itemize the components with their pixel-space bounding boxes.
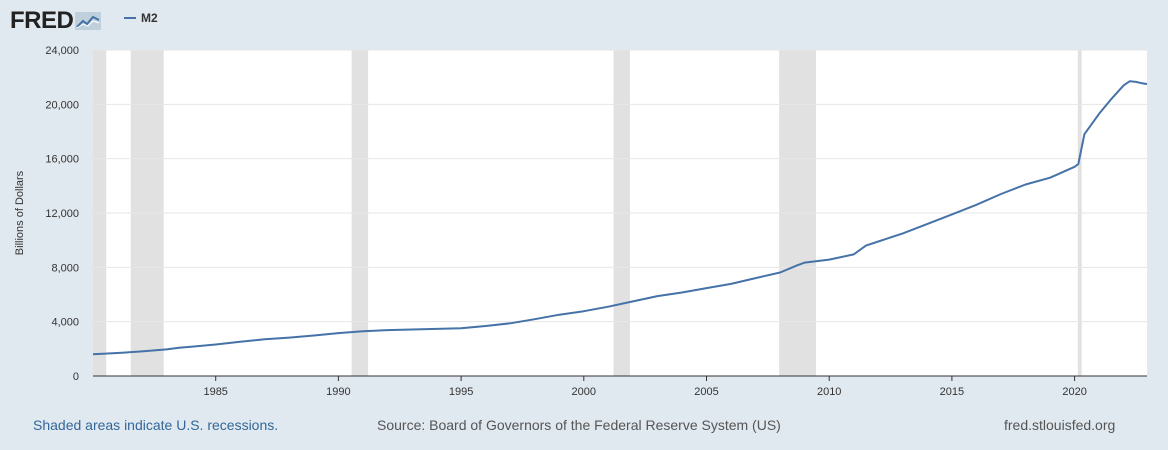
series-line-m2	[92, 80, 1148, 356]
x-tick-label: 1995	[449, 386, 473, 398]
x-tick-label: 1985	[203, 386, 227, 398]
y-tick-label: 24,000	[45, 45, 79, 57]
y-tick-label: 20,000	[45, 99, 79, 111]
y-tick-label: 16,000	[45, 154, 79, 166]
fred-header: FRED	[10, 6, 102, 36]
chart-legend: M2	[124, 11, 158, 25]
x-axis-ticks: 1985 1990 1995 2000 2005 2010 2015 2020	[203, 376, 1087, 398]
source-note: Source: Board of Governors of the Federa…	[377, 417, 781, 433]
m2-line-chart: 1985 1990 1995 2000 2005 2010 2015 2020 0 4,000 8…	[14, 45, 1148, 398]
y-tick-label: 8,000	[51, 262, 79, 274]
y-axis-ticks: 0 4,000 8,000 12,000 16,000 20,000 24,000	[45, 45, 79, 383]
y-tick-label: 0	[73, 371, 79, 383]
recession-note-link[interactable]: Shaded areas indicate U.S. recessions.	[33, 417, 279, 433]
legend-swatch-m2	[124, 17, 136, 19]
x-tick-label: 2020	[1062, 386, 1086, 398]
x-tick-label: 2005	[694, 386, 718, 398]
y-axis-label: Billions of Dollars	[14, 170, 26, 255]
y-tick-label: 4,000	[51, 317, 79, 329]
x-tick-label: 2000	[572, 386, 596, 398]
x-tick-label: 1990	[326, 386, 350, 398]
y-tick-label: 12,000	[45, 208, 79, 220]
fred-url[interactable]: fred.stlouisfed.org	[1004, 417, 1116, 433]
gridlines	[93, 49, 1147, 323]
x-tick-label: 2010	[817, 386, 841, 398]
fred-chart-icon	[75, 12, 102, 30]
fred-logo[interactable]: FRED	[10, 7, 74, 34]
legend-label-m2: M2	[141, 11, 158, 25]
x-tick-label: 2015	[940, 386, 964, 398]
series-layer	[92, 80, 1148, 356]
